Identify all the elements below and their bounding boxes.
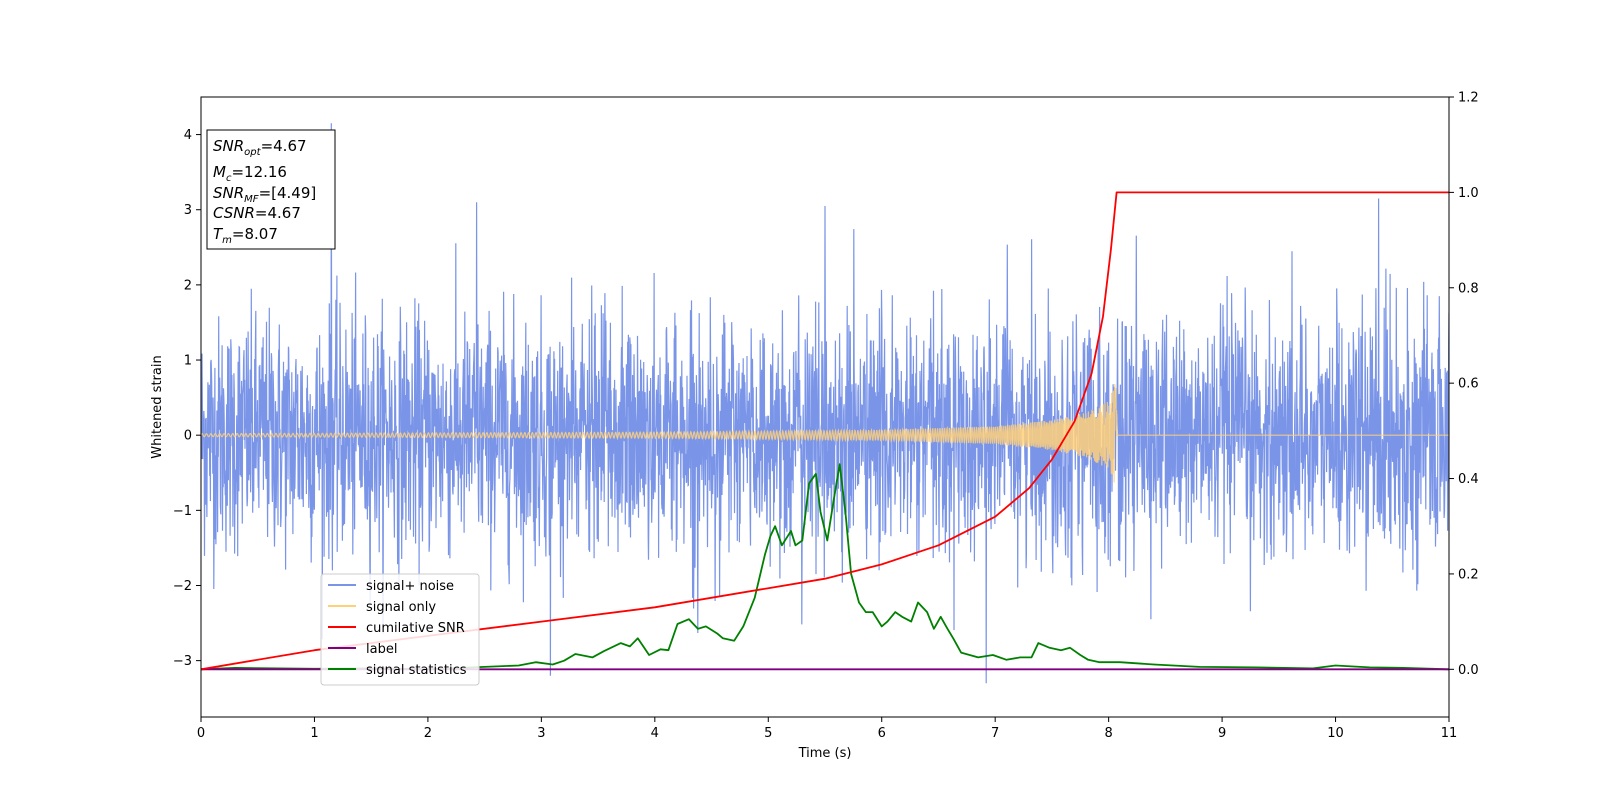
y-left-tick-label: 4 — [184, 128, 192, 143]
legend-label-signal-only: signal only — [366, 600, 436, 615]
y-left-tick-label: 1 — [184, 354, 192, 369]
annotation-line-mc: Mc=12.16 — [213, 163, 287, 184]
x-tick-label: 3 — [537, 726, 545, 741]
x-tick-label: 10 — [1327, 726, 1344, 741]
legend-label-cumulative-snr: cumilative SNR — [366, 621, 465, 636]
annotation-frame — [206, 129, 336, 250]
annotation-line-csnr: CSNR=4.67 — [213, 204, 301, 222]
y-left-tick-label: −2 — [173, 579, 192, 594]
series-cumulative-snr — [201, 191, 1449, 671]
legend: signal+ noise signal only cumilative SNR… — [320, 573, 480, 686]
legend-label-signal-statistics: signal statistics — [366, 663, 467, 678]
series-signal-statistics — [201, 463, 1449, 671]
x-tick-label: 7 — [991, 726, 999, 741]
axes: 0 1 2 3 4 5 6 7 8 9 10 11 −3 −2 −1 0 1 2 3 4 0.0 0.2 0.4 0.6 0.8… — [173, 91, 1479, 742]
x-tick-label: 9 — [1218, 726, 1226, 741]
y-right-tick-label: 1.0 — [1458, 186, 1479, 201]
legend-label-label: label — [366, 642, 397, 657]
legend-frame — [320, 573, 480, 686]
annotation-line-snr-mf: SNRMF=[4.49] — [213, 184, 316, 205]
x-tick-label: 1 — [310, 726, 318, 741]
y-left-tick-label: −1 — [173, 504, 192, 519]
x-axis-label: Time (s) — [798, 746, 852, 761]
y-left-tick-label: 2 — [184, 278, 192, 293]
x-tick-label: 11 — [1441, 726, 1458, 741]
y-left-tick-label: 0 — [184, 429, 192, 444]
y-right-tick-label: 0.0 — [1458, 663, 1479, 678]
x-tick-label: 2 — [424, 726, 432, 741]
series-signal-only — [201, 383, 1449, 483]
plot-frame — [200, 96, 1450, 718]
x-tick-label: 0 — [197, 726, 205, 741]
x-tick-label: 4 — [651, 726, 659, 741]
y-right-tick-label: 0.2 — [1458, 567, 1479, 582]
legend-label-signal-noise: signal+ noise — [366, 579, 454, 594]
annotation-line-snr-opt: SNRopt=4.67 — [213, 137, 307, 158]
x-tick-label: 5 — [764, 726, 772, 741]
annotation-box: SNRopt=4.67 Mc=12.16 SNRMF=[4.49] CSNR=4… — [206, 129, 336, 250]
y-right-tick-label: 0.6 — [1458, 377, 1479, 392]
x-tick-label: 8 — [1104, 726, 1112, 741]
y-right-tick-label: 1.2 — [1458, 91, 1479, 106]
y-axis-label-left: Whitened strain — [150, 355, 165, 458]
x-tick-label: 6 — [878, 726, 886, 741]
y-right-tick-label: 0.8 — [1458, 281, 1479, 296]
y-left-tick-label: 3 — [184, 203, 192, 218]
y-left-tick-label: −3 — [173, 654, 192, 669]
y-right-tick-label: 0.4 — [1458, 472, 1479, 487]
series-signal-noise — [201, 123, 1449, 684]
annotation-line-tm: Tm=8.07 — [213, 225, 278, 246]
